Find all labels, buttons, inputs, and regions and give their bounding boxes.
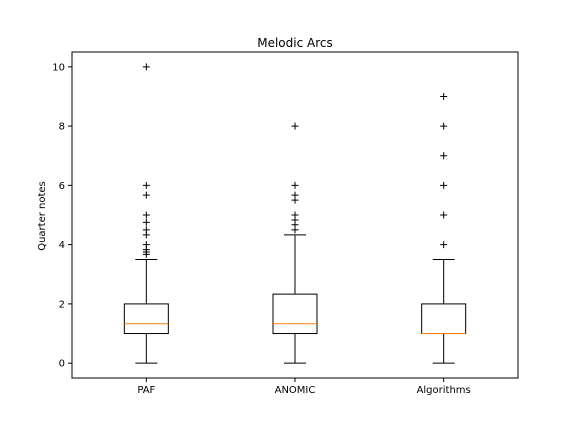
y-tick-label: 2 (59, 299, 65, 310)
outlier-marker (440, 241, 448, 249)
outlier-marker (142, 218, 150, 226)
outlier-marker (440, 152, 448, 160)
outlier-marker (440, 92, 448, 100)
outlier-marker (440, 122, 448, 130)
x-tick-label: Algorithms (417, 385, 471, 396)
box-group-paf (123, 63, 169, 364)
outlier-marker (142, 181, 150, 189)
y-axis-label: Quarter notes (37, 181, 48, 251)
outlier-marker (142, 241, 150, 249)
outlier-marker (142, 211, 150, 219)
y-tick-label: 0 (59, 359, 65, 370)
box-group-algorithms (421, 92, 467, 364)
iqr-box (272, 293, 318, 335)
outlier-marker (142, 191, 150, 199)
outlier-marker (440, 211, 448, 219)
outlier-marker (291, 181, 299, 189)
outlier-marker (291, 122, 299, 130)
chart-title: Melodic Arcs (257, 36, 333, 50)
outlier-marker (142, 63, 150, 71)
y-tick-label: 8 (59, 122, 65, 133)
outlier-marker (440, 181, 448, 189)
outlier-marker (142, 226, 150, 234)
x-tick-label: ANOMIC (275, 385, 316, 396)
iqr-box (421, 303, 467, 335)
outlier-marker (291, 191, 299, 199)
y-tick-label: 6 (59, 181, 65, 192)
y-tick-label: 10 (52, 62, 65, 73)
y-tick-label: 4 (59, 240, 65, 251)
x-tick-label: PAF (137, 385, 155, 396)
outlier-marker (291, 211, 299, 219)
iqr-box (123, 303, 169, 335)
box-group-anomic (272, 122, 318, 364)
